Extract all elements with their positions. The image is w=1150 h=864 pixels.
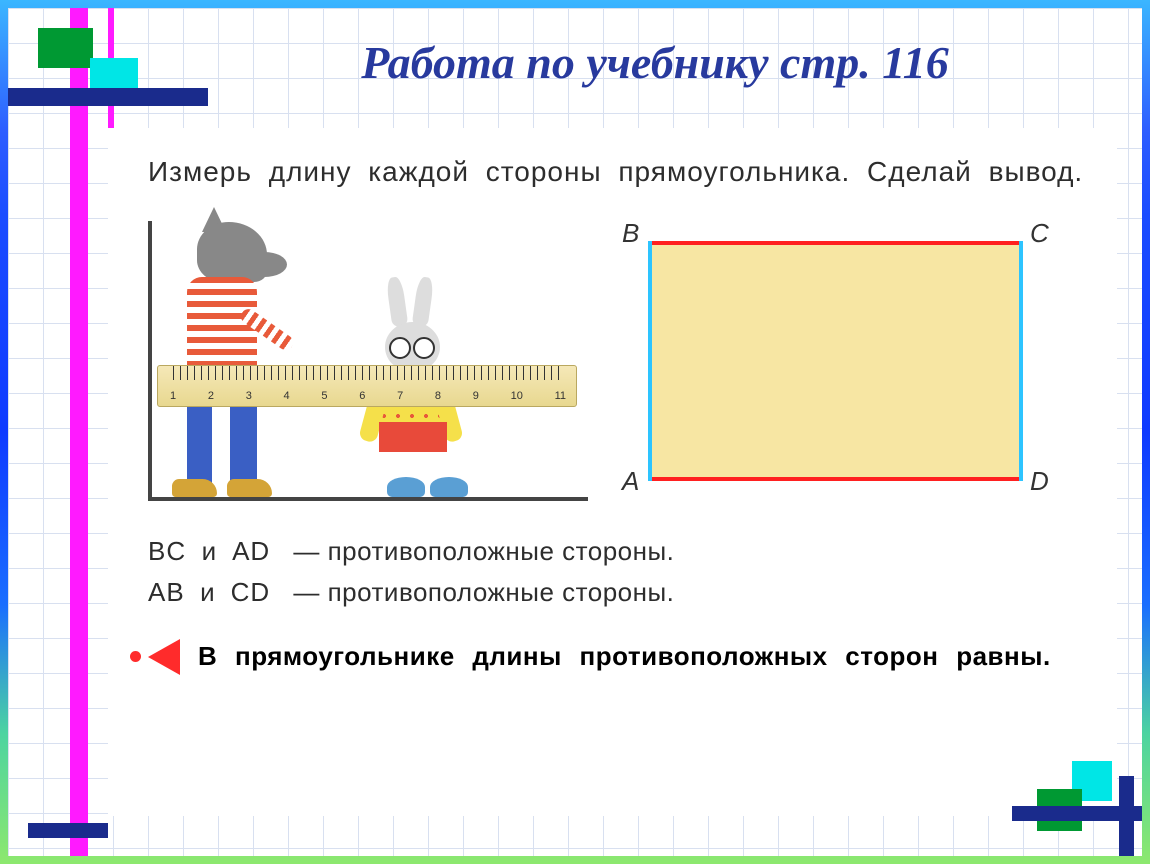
- figure-row: 1 2 3 4 5 6 7 8 9 10 11: [148, 221, 1097, 501]
- seg-ab: AB: [148, 577, 185, 607]
- ruler-num: 11: [555, 390, 566, 402]
- ruler-num: 10: [511, 390, 523, 402]
- note-line-1: BC и AD — противоположные стороны.: [148, 531, 1097, 573]
- seg-ad: AD: [232, 536, 270, 566]
- seg-bc: BC: [148, 536, 186, 566]
- slide-frame: Работа по учебнику стр. 116 Измерь длину…: [0, 0, 1150, 864]
- seg-cd: CD: [231, 577, 271, 607]
- rule-row: В прямоугольнике длины противоположных с…: [148, 639, 1097, 675]
- vertex-d: D: [1030, 466, 1049, 497]
- deco-navy-bar-bottom-right-v: [1119, 776, 1134, 856]
- side-ad: [648, 477, 1023, 481]
- ruler-num: 8: [435, 390, 441, 402]
- deco-magenta-bar-main: [70, 8, 88, 856]
- ruler-num: 9: [473, 390, 479, 402]
- note-line-2: AB и CD — противоположные стороны.: [148, 572, 1097, 614]
- side-cd: [1019, 241, 1023, 481]
- ruler-num: 3: [246, 390, 252, 402]
- and-2: и: [200, 577, 215, 607]
- slide-title: Работа по учебнику стр. 116: [208, 36, 1102, 89]
- deco-navy-bar-bottom-left: [28, 823, 108, 838]
- ruler-num: 4: [284, 390, 290, 402]
- vertex-a: A: [622, 466, 639, 497]
- wolf-character: [162, 222, 282, 497]
- ruler-num: 1: [170, 390, 176, 402]
- ruler-numbers: 1 2 3 4 5 6 7 8 9 10 11: [170, 390, 566, 402]
- ruler-num: 6: [359, 390, 365, 402]
- attention-icon: [148, 639, 180, 675]
- side-ab: [648, 241, 652, 481]
- grid-background: Работа по учебнику стр. 116 Измерь длину…: [8, 8, 1142, 856]
- ruler-num: 7: [397, 390, 403, 402]
- ruler: 1 2 3 4 5 6 7 8 9 10 11: [157, 365, 577, 407]
- and-1: и: [202, 536, 217, 566]
- ruler-num: 2: [208, 390, 214, 402]
- characters-illustration: 1 2 3 4 5 6 7 8 9 10 11: [148, 221, 588, 501]
- instruction-text: Измерь длину каждой стороны прямоугольни…: [148, 148, 1097, 196]
- vertex-c: C: [1030, 218, 1049, 249]
- opposite-sides-notes: BC и AD — противоположные стороны. AB и …: [148, 531, 1097, 614]
- rectangle-fill: [648, 241, 1023, 481]
- note-1-text: — противоположные стороны.: [293, 536, 674, 566]
- ruler-num: 5: [321, 390, 327, 402]
- rectangle-diagram: B C A D: [618, 226, 1048, 496]
- content-panel: Измерь длину каждой стороны прямоугольни…: [108, 128, 1117, 816]
- note-2-text: — противоположные стороны.: [293, 577, 674, 607]
- vertex-b: B: [622, 218, 639, 249]
- deco-green-block: [38, 28, 93, 68]
- rule-text: В прямоугольнике длины противоположных с…: [198, 641, 1051, 672]
- deco-navy-bar-top: [8, 88, 208, 106]
- side-bc: [648, 241, 1023, 245]
